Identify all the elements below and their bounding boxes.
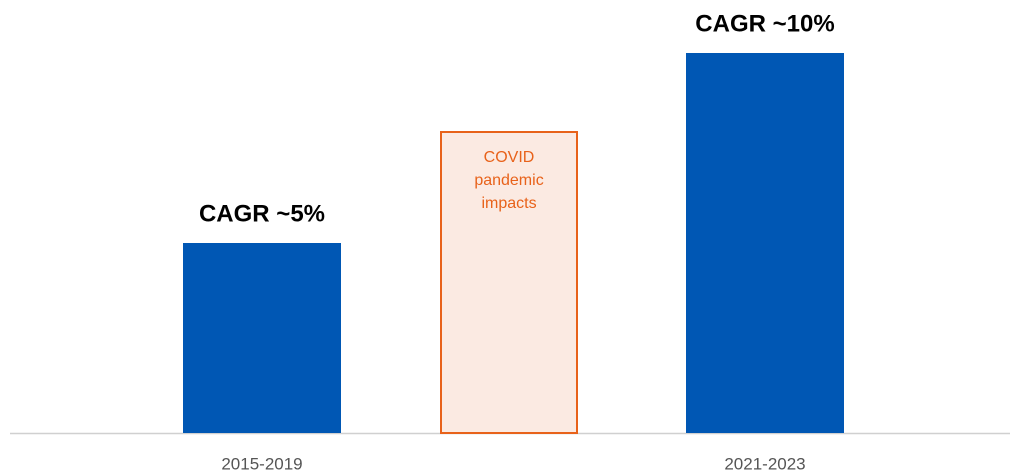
- bar: [183, 243, 341, 433]
- x-tick-label: 2021-2023: [724, 454, 805, 473]
- value-label: CAGR ~10%: [695, 10, 834, 37]
- bar: [686, 53, 844, 433]
- annotation-text: COVID pandemic impacts: [474, 149, 544, 212]
- x-tick-label: 2015-2019: [221, 454, 302, 473]
- annotation: COVID pandemic impacts: [474, 149, 544, 212]
- value-label: CAGR ~5%: [199, 200, 325, 227]
- annotation-box: [440, 131, 578, 434]
